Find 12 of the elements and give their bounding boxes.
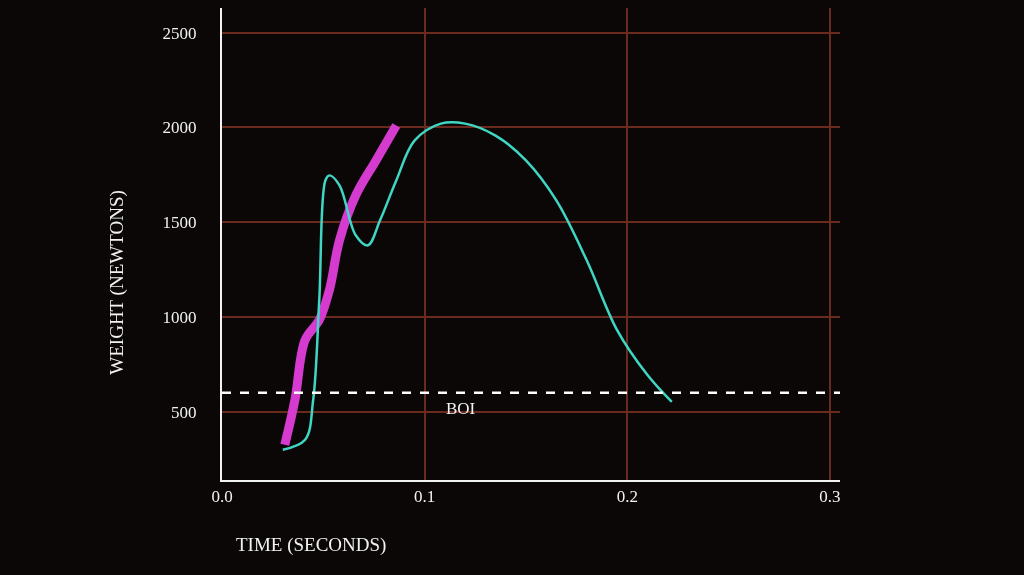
y-tick-label: 2500 [162, 23, 197, 43]
y-tick-label: 1500 [162, 213, 197, 233]
x-tick-label: 0.3 [819, 487, 841, 507]
y-tick-label: 1000 [162, 307, 197, 327]
y-tick-label: 500 [171, 402, 197, 422]
x-axis-title: TIME (SECONDS) [236, 534, 387, 556]
x-tick-label: 0.0 [211, 487, 233, 507]
ref-line-label: BOI [446, 399, 476, 418]
x-tick-label: 0.1 [413, 487, 436, 507]
y-tick-label: 2000 [162, 118, 197, 138]
y-axis-title: WEIGHT (NEWTONS) [106, 190, 129, 375]
x-tick-label: 0.2 [616, 487, 638, 507]
